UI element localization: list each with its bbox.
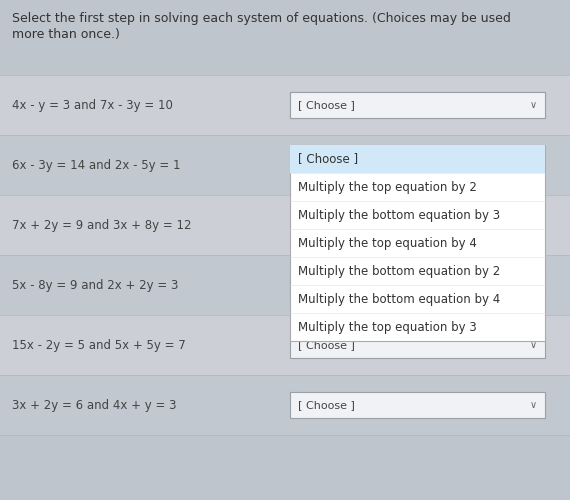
- Text: [ Choose ]: [ Choose ]: [298, 340, 355, 350]
- Text: ∨: ∨: [530, 340, 536, 350]
- Text: more than once.): more than once.): [12, 28, 120, 41]
- Text: [ Choose ]: [ Choose ]: [298, 100, 355, 110]
- Text: 3x + 2y = 6 and 4x + y = 3: 3x + 2y = 6 and 4x + y = 3: [12, 398, 177, 411]
- Text: 7x + 2y = 9 and 3x + 8y = 12: 7x + 2y = 9 and 3x + 8y = 12: [12, 218, 192, 232]
- Bar: [0, 75, 570, 135]
- Bar: [290, 332, 545, 358]
- Bar: [0, 375, 570, 435]
- Bar: [290, 145, 545, 173]
- Text: [ Choose ]: [ Choose ]: [298, 152, 358, 166]
- Text: ∨: ∨: [530, 400, 536, 410]
- Bar: [0, 195, 570, 255]
- Text: 4x - y = 3 and 7x - 3y = 10: 4x - y = 3 and 7x - 3y = 10: [12, 98, 173, 112]
- Text: Multiply the top equation by 2: Multiply the top equation by 2: [298, 180, 477, 194]
- Bar: [290, 92, 545, 118]
- Text: Multiply the bottom equation by 4: Multiply the bottom equation by 4: [298, 292, 500, 306]
- Text: 15x - 2y = 5 and 5x + 5y = 7: 15x - 2y = 5 and 5x + 5y = 7: [12, 338, 186, 351]
- Text: 6x - 3y = 14 and 2x - 5y = 1: 6x - 3y = 14 and 2x - 5y = 1: [12, 158, 181, 172]
- Text: Multiply the bottom equation by 3: Multiply the bottom equation by 3: [298, 208, 500, 222]
- Text: [ Choose ]: [ Choose ]: [298, 400, 355, 410]
- Text: Multiply the bottom equation by 2: Multiply the bottom equation by 2: [298, 264, 500, 278]
- Bar: [290, 145, 545, 341]
- Text: [ Choose ]: [ Choose ]: [298, 100, 355, 110]
- Bar: [290, 392, 545, 418]
- Bar: [0, 315, 570, 375]
- Bar: [290, 272, 545, 298]
- Text: Select the first step in solving each system of equations. (Choices may be used: Select the first step in solving each sy…: [12, 12, 511, 25]
- Text: ∨: ∨: [530, 100, 536, 110]
- Text: 5x - 8y = 9 and 2x + 2y = 3: 5x - 8y = 9 and 2x + 2y = 3: [12, 278, 178, 291]
- Bar: [290, 92, 545, 118]
- Text: ∨: ∨: [530, 280, 536, 290]
- Text: Multiply the top equation by 3: Multiply the top equation by 3: [298, 320, 477, 334]
- Text: [ Choose ]: [ Choose ]: [298, 280, 355, 290]
- Text: ∨: ∨: [530, 100, 536, 110]
- Text: Multiply the top equation by 4: Multiply the top equation by 4: [298, 236, 477, 250]
- Bar: [0, 255, 570, 315]
- Bar: [0, 135, 570, 195]
